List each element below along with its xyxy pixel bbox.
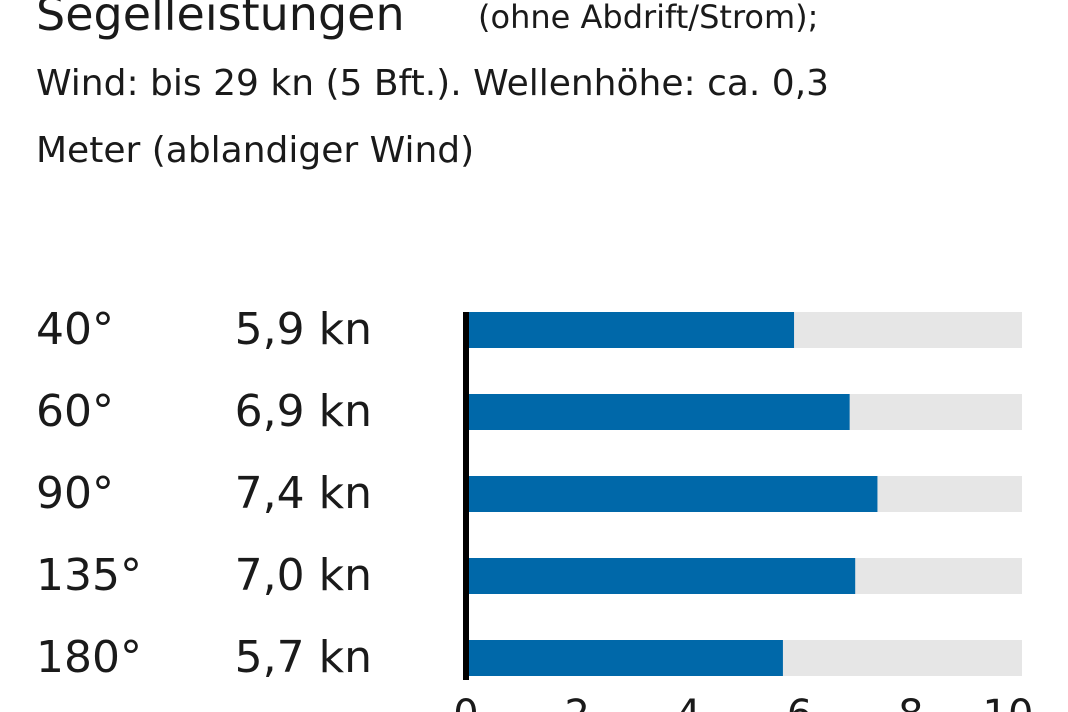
chart-subtitle: (ohne Abdrift/Strom); — [478, 0, 818, 36]
bar — [466, 476, 878, 512]
chart-title: Segelleistungen — [36, 0, 405, 41]
chart-description-line-2: Meter (ablandiger Wind) — [36, 130, 474, 171]
value-label: 6,9 kn — [235, 386, 372, 437]
value-label: 7,0 kn — [235, 550, 372, 601]
bar — [466, 394, 850, 430]
category-label: 40° — [36, 304, 114, 355]
bar-rows: 40° 5,9 kn 60° 6,9 kn 90° 7,4 kn 135° 7,0 kn 180… — [36, 304, 1022, 683]
x-tick-label: 2 — [564, 692, 589, 712]
category-label: 60° — [36, 386, 114, 437]
x-axis-ticks: 0 2 4 6 8 10 — [453, 692, 1033, 712]
x-tick-label: 4 — [676, 692, 701, 712]
bar — [466, 640, 783, 676]
category-label: 90° — [36, 468, 114, 519]
x-tick-label: 0 — [453, 692, 478, 712]
category-label: 180° — [36, 632, 142, 683]
x-tick-label: 6 — [787, 692, 812, 712]
category-label: 135° — [36, 550, 142, 601]
value-label: 7,4 kn — [235, 468, 372, 519]
bar — [466, 312, 795, 348]
bar — [466, 558, 856, 594]
value-label: 5,7 kn — [235, 632, 372, 683]
x-tick-label: 10 — [983, 692, 1034, 712]
chart-description-line-1: Wind: bis 29 kn (5 Bft.). Wellenhöhe: ca… — [36, 63, 829, 104]
x-tick-label: 8 — [898, 692, 923, 712]
value-label: 5,9 kn — [235, 304, 372, 355]
